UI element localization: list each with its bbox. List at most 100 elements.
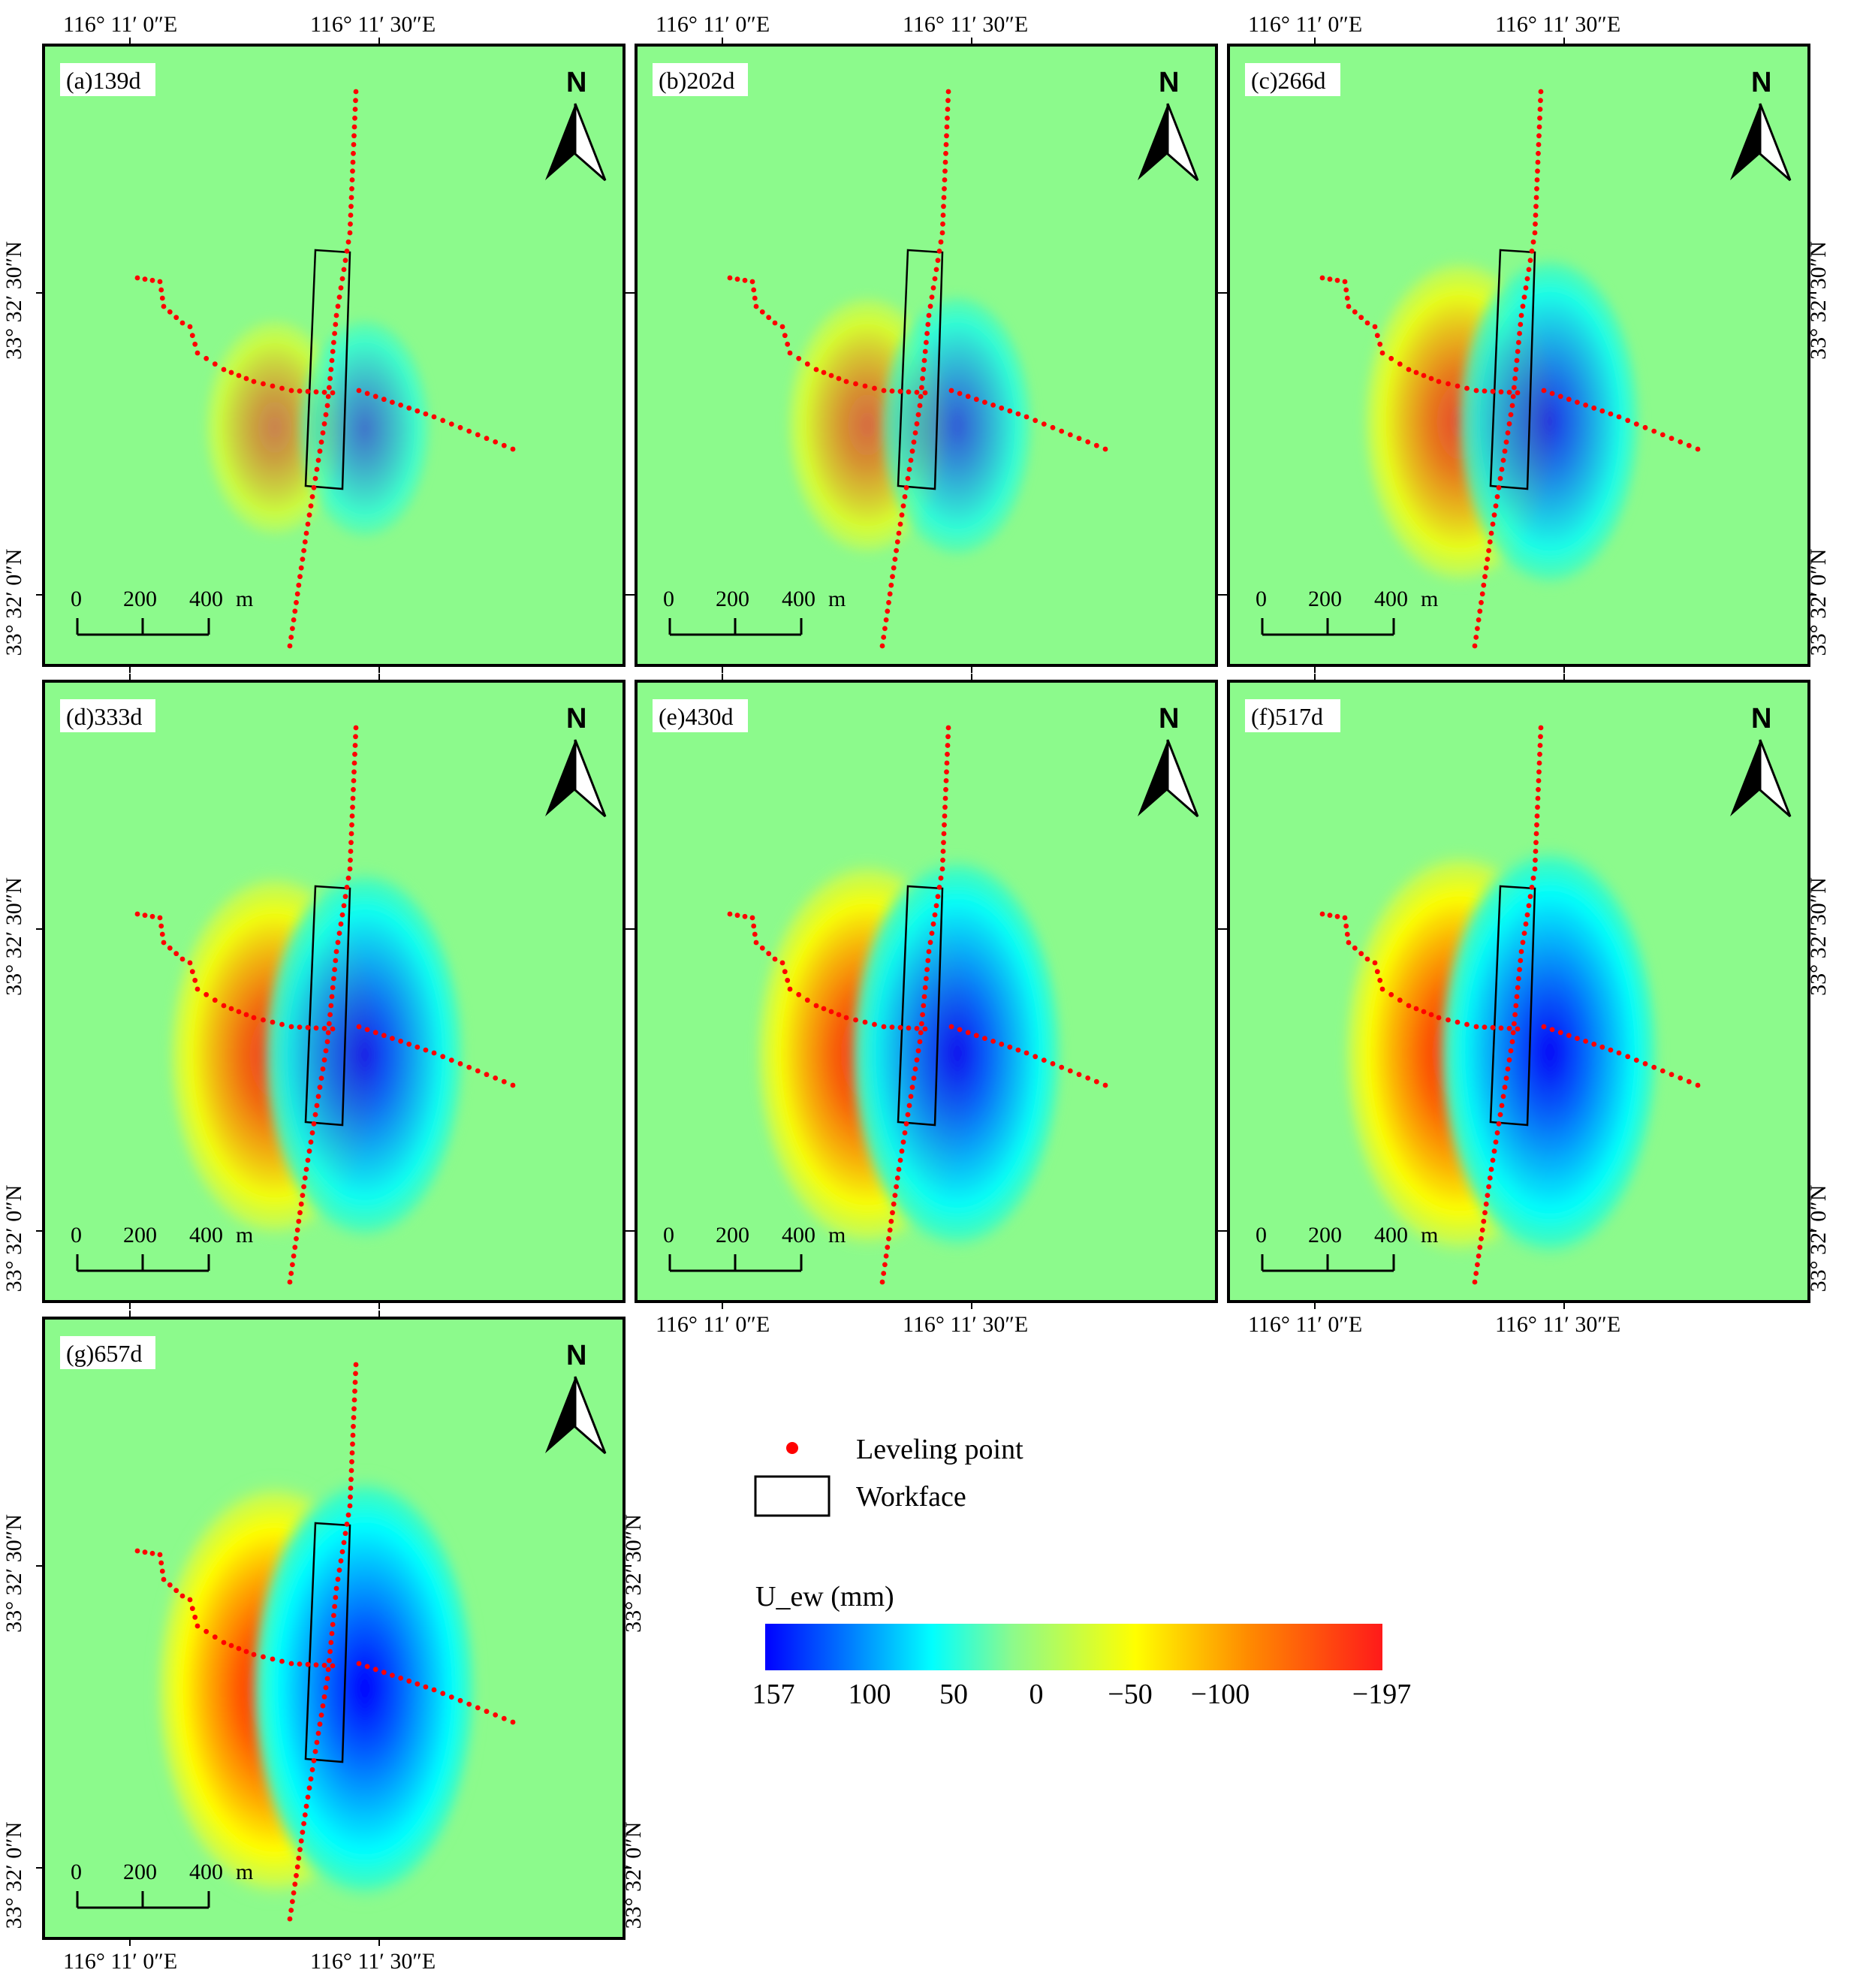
east-displacement-lobe [296,313,434,544]
workface-outline [1489,249,1536,490]
scale-bar: 0 200 400 m [71,1223,253,1272]
svg-text:400: 400 [782,587,815,611]
north-arrow-icon: N [545,67,607,182]
map-panel-7: (g)657d N 0 200 400 m 116° 11′ 0″E 116° 11′ 30″… [2,1311,646,1974]
map-panel-4: (d)333d N 0 200 400 m 33° 32′ 30″N 33° 32′ 0″N [2,674,632,1309]
colorbar-tick-label: 0 [1029,1679,1044,1710]
svg-text:(b)202d: (b)202d [659,67,734,94]
panel-label: (g)657d [60,1336,155,1369]
latitude-label: 33° 32′ 0″N [2,1822,26,1929]
map-panel-1: (a)139d N 0 200 400 m 116° 11′ 0″E 116° 11′ 30″… [2,12,632,673]
graticule-ticks [1221,38,1816,673]
scale-bar: 0 200 400 m [663,587,846,636]
svg-text:N: N [1751,703,1771,735]
colorbar-tick-label: −197 [1352,1679,1411,1710]
svg-text:(f)517d: (f)517d [1251,703,1323,730]
svg-text:N: N [566,703,586,735]
scale-bar: 0 200 400 m [71,587,253,636]
svg-text:400: 400 [189,1223,223,1247]
latitude-label: 33° 32′ 30″N [2,1514,26,1633]
svg-text:m: m [828,1223,846,1247]
leveling-points [1319,89,1701,649]
panel-label: (c)266d [1245,63,1340,96]
panel-frame [635,44,1218,667]
svg-text:m: m [828,587,846,611]
north-arrow-icon: N [1730,67,1792,182]
scale-bar: 0 200 400 m [663,1223,846,1272]
latitude-label: 33° 32′ 30″N [2,877,26,996]
panel-frame [42,680,626,1303]
workface-legend-label: Workface [856,1481,966,1513]
longitude-label: 116° 11′ 30″E [1495,12,1620,37]
svg-text:200: 200 [1308,1223,1342,1247]
longitude-label: 116° 11′ 0″E [63,1949,177,1974]
workface-legend-marker [754,1475,831,1517]
svg-text:N: N [1159,67,1179,98]
leveling-points [727,89,1108,649]
longitude-label: 116° 11′ 30″E [310,12,436,37]
leveling-points [727,725,1108,1285]
leveling-point-legend-label: Leveling point [856,1434,1023,1465]
map-panel-5: (e)430d N 0 200 400 m 116° 11′ 0″E 116° 11′ 30″… [629,674,1224,1337]
svg-text:0: 0 [663,1223,674,1247]
longitude-label: 116° 11′ 0″E [1248,1312,1362,1337]
svg-text:m: m [236,587,253,611]
svg-text:N: N [1751,67,1771,98]
north-arrow-icon: N [1138,703,1199,818]
latitude-label: 33° 32′ 0″N [1806,1185,1831,1293]
svg-text:N: N [1159,703,1179,735]
leveling-point-legend-marker [786,1442,798,1454]
workface-outline [304,885,351,1127]
svg-text:200: 200 [1308,587,1342,611]
svg-text:400: 400 [189,1860,223,1884]
leveling-points [134,1362,516,1922]
svg-text:N: N [566,1340,586,1371]
longitude-label: 116° 11′ 0″E [656,12,770,37]
east-displacement-lobe [1436,840,1664,1265]
colorbar-title: U_ew (mm) [755,1581,894,1612]
scale-bar: 0 200 400 m [1256,587,1438,636]
svg-text:0: 0 [71,1860,82,1884]
svg-text:400: 400 [189,587,223,611]
svg-text:400: 400 [1374,1223,1408,1247]
svg-text:200: 200 [716,587,749,611]
panel-label: (a)139d [60,63,155,96]
svg-text:m: m [1421,1223,1438,1247]
map-panel-3: (c)266d N 0 200 400 m 116° 11′ 0″E 116° 11′ 30″… [1221,12,1831,673]
svg-text:0: 0 [71,1223,82,1247]
graticule-ticks [36,38,632,673]
workface-outline [304,249,351,490]
north-arrow-icon: N [545,1340,607,1455]
svg-text:0: 0 [1256,1223,1267,1247]
latitude-label: 33° 32′ 0″N [621,1822,646,1929]
map-panel-2: (b)202d N 0 200 400 m 116° 11′ 0″E 116° 11′ 30″… [629,12,1224,673]
svg-text:(e)430d: (e)430d [659,703,734,730]
svg-text:0: 0 [71,587,82,611]
graticule-ticks [1221,674,1816,1309]
longitude-label: 116° 11′ 30″E [903,1312,1028,1337]
latitude-label: 33° 32′ 0″N [1806,549,1831,656]
svg-text:N: N [566,67,586,98]
longitude-label: 116° 11′ 0″E [63,12,177,37]
svg-text:(g)657d: (g)657d [66,1340,142,1367]
east-displacement-lobe [1455,250,1645,593]
north-arrow-icon: N [545,703,607,818]
latitude-label: 33° 32′ 30″N [1806,877,1831,996]
panel-frame [1227,680,1810,1303]
longitude-label: 116° 11′ 0″E [1248,12,1362,37]
latitude-label: 33° 32′ 0″N [2,549,26,656]
scale-bar: 0 200 400 m [1256,1223,1438,1272]
svg-text:(d)333d: (d)333d [66,703,142,730]
graticule-ticks [36,1311,632,1946]
north-arrow-icon: N [1138,67,1199,182]
latitude-label: 33° 32′ 30″N [621,1514,646,1633]
panel-frame [42,44,626,667]
latitude-label: 33° 32′ 0″N [2,1185,26,1293]
colorbar-tick-label: 100 [849,1679,891,1710]
svg-text:200: 200 [123,1223,157,1247]
svg-text:(a)139d: (a)139d [66,67,141,94]
panel-label: (d)333d [60,699,155,732]
east-displacement-lobe [261,863,469,1247]
longitude-label: 116° 11′ 30″E [1495,1312,1620,1337]
